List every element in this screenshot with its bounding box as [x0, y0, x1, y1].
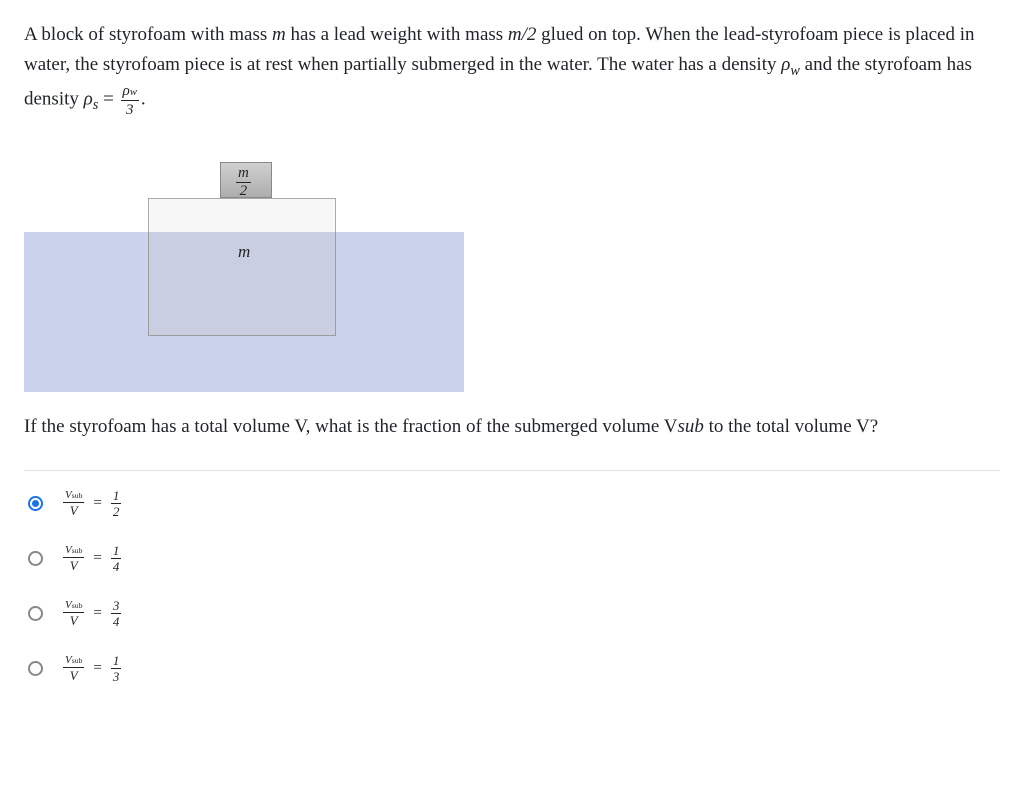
period: . [141, 88, 146, 109]
option-row[interactable]: VsubV = 13 [28, 654, 1000, 683]
text: , what is the fraction of the submerged … [306, 416, 664, 437]
text: to the total volume [704, 416, 856, 437]
diagram: m2 m [24, 142, 464, 392]
option-label: VsubV = 12 [61, 489, 123, 518]
var-V: V [294, 416, 305, 437]
option-row[interactable]: VsubV = 12 [28, 489, 1000, 518]
rho-w: ρ [781, 54, 790, 75]
var-Vsub-sub: sub [677, 416, 703, 437]
option-row[interactable]: VsubV = 34 [28, 599, 1000, 628]
text: has a lead weight with mass [286, 24, 508, 45]
options-list: VsubV = 12 VsubV = 14 VsubV = 34 VsubV =… [24, 489, 1000, 683]
option-label: VsubV = 14 [61, 544, 123, 573]
rhs-fraction: ρw3 [121, 83, 139, 117]
radio-input[interactable] [28, 661, 43, 676]
var-m: m [272, 24, 286, 45]
option-row[interactable]: VsubV = 14 [28, 544, 1000, 573]
radio-input[interactable] [28, 606, 43, 621]
radio-input[interactable] [28, 496, 43, 511]
radio-input[interactable] [28, 551, 43, 566]
rho-s: ρ [84, 88, 93, 109]
var-Vsub: V [664, 416, 678, 437]
question-paragraph-2: If the styrofoam has a total volume V, w… [24, 412, 1000, 442]
option-label: VsubV = 34 [61, 599, 123, 628]
question-paragraph-1: A block of styrofoam with mass m has a l… [24, 20, 1000, 117]
m-label: m [238, 242, 250, 262]
text: A block of styrofoam with mass [24, 24, 272, 45]
text: If the styrofoam has a total volume [24, 416, 294, 437]
equals: = [98, 88, 118, 109]
lead-label: m2 [234, 166, 253, 199]
var-m-half: m/2 [508, 24, 537, 45]
divider [24, 470, 1000, 471]
rho-w-sub: w [790, 63, 800, 79]
var-V2: V [856, 416, 870, 437]
option-label: VsubV = 13 [61, 654, 123, 683]
qmark: ? [870, 416, 878, 437]
